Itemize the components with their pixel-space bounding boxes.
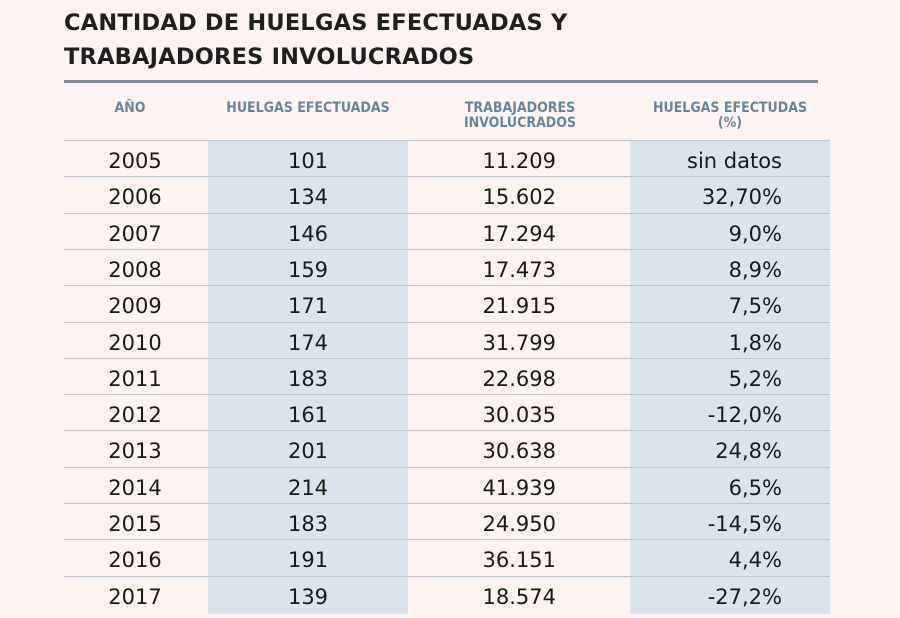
- percent-cell: 4,4%: [728, 548, 782, 573]
- year-cell: 2008: [108, 257, 162, 282]
- year-cell: 2016: [108, 548, 162, 573]
- row-divider: [64, 140, 830, 141]
- year-cell: 2015: [108, 512, 162, 536]
- percent-header-text: HUELGAS EFECTUDAS (%): [652, 100, 808, 131]
- column-header-percent: HUELGAS EFECTUDAS (%): [630, 101, 830, 131]
- year-cell: 2007: [108, 221, 162, 246]
- row-divider: [64, 249, 830, 250]
- title-line-1: CANTIDAD DE HUELGAS EFECTUADAS Y: [64, 10, 568, 36]
- percent-cell: 1,8%: [728, 330, 782, 355]
- title-line-2: TRABAJADORES INVOLUCRADOS: [64, 44, 475, 70]
- percent-cell: 32,70%: [701, 185, 782, 210]
- workers-cell: 30.035: [482, 403, 556, 428]
- workers-cell: 31.799: [482, 330, 556, 355]
- workers-cell: 17.473: [482, 257, 556, 282]
- row-divider: [64, 394, 830, 395]
- workers-cell: 18.574: [482, 584, 556, 609]
- strikes-cell: 159: [287, 257, 329, 282]
- year-cell: 2013: [108, 439, 162, 464]
- workers-cell: 36.151: [482, 548, 556, 573]
- year-cell: 2011: [108, 366, 162, 391]
- column-header-strikes: HUELGAS EFECTUADAS: [226, 100, 390, 116]
- column-header-year: AÑO: [114, 100, 146, 116]
- row-divider: [64, 430, 830, 431]
- column-header-workers: TRABAJADORES INVOLUCRADOS: [430, 101, 610, 131]
- workers-cell: 17.294: [482, 221, 556, 246]
- strikes-cell: 183: [287, 512, 329, 536]
- percent-cell: -27,2%: [707, 584, 782, 609]
- strikes-cell: 191: [287, 548, 329, 573]
- percent-cell: sin datos: [687, 149, 782, 173]
- row-divider: [64, 467, 830, 468]
- row-divider: [64, 358, 830, 359]
- percent-cell: 6,5%: [728, 475, 782, 500]
- header-rule: [64, 80, 818, 83]
- row-divider: [64, 539, 830, 540]
- workers-header-text: TRABAJADORES INVOLUCRADOS: [463, 100, 577, 131]
- workers-cell: 22.698: [482, 366, 556, 391]
- row-divider: [64, 176, 830, 177]
- strikes-cell: 134: [287, 185, 329, 210]
- strikes-cell: 183: [287, 366, 329, 391]
- row-divider: [64, 576, 830, 577]
- row-divider: [64, 213, 830, 214]
- workers-cell: 21.915: [482, 294, 556, 319]
- year-cell: 2010: [108, 330, 162, 355]
- year-cell: 2012: [108, 403, 162, 428]
- year-cell: 2014: [108, 475, 162, 500]
- percent-cell: 8,9%: [728, 257, 782, 282]
- percent-cell: 9,0%: [728, 221, 782, 246]
- workers-cell: 24.950: [482, 512, 556, 536]
- strikes-cell: 161: [287, 403, 329, 428]
- percent-cell: -12,0%: [707, 403, 782, 428]
- strikes-column-shading: [208, 140, 408, 614]
- workers-cell: 11.209: [482, 149, 556, 173]
- percent-cell: 5,2%: [728, 366, 782, 391]
- strikes-cell: 214: [287, 475, 329, 500]
- strikes-cell: 201: [287, 439, 329, 464]
- strikes-cell: 139: [287, 584, 329, 609]
- percent-column-shading: [630, 140, 830, 614]
- row-divider: [64, 503, 830, 504]
- year-cell: 2017: [108, 584, 162, 609]
- strikes-cell: 171: [287, 294, 329, 319]
- table-title: CANTIDAD DE HUELGAS EFECTUADAS Y TRABAJA…: [64, 6, 567, 74]
- strikes-cell: 146: [287, 221, 329, 246]
- strikes-cell: 174: [287, 330, 329, 355]
- year-cell: 2009: [108, 294, 162, 319]
- percent-cell: 24,8%: [715, 439, 782, 464]
- workers-cell: 15.602: [482, 185, 556, 210]
- workers-cell: 30.638: [482, 439, 556, 464]
- percent-cell: -14,5%: [707, 512, 782, 536]
- percent-cell: 7,5%: [728, 294, 782, 319]
- strikes-cell: 101: [287, 149, 329, 173]
- year-cell: 2005: [108, 149, 162, 173]
- row-divider: [64, 285, 830, 286]
- year-cell: 2006: [108, 185, 162, 210]
- row-divider: [64, 322, 830, 323]
- workers-cell: 41.939: [482, 475, 556, 500]
